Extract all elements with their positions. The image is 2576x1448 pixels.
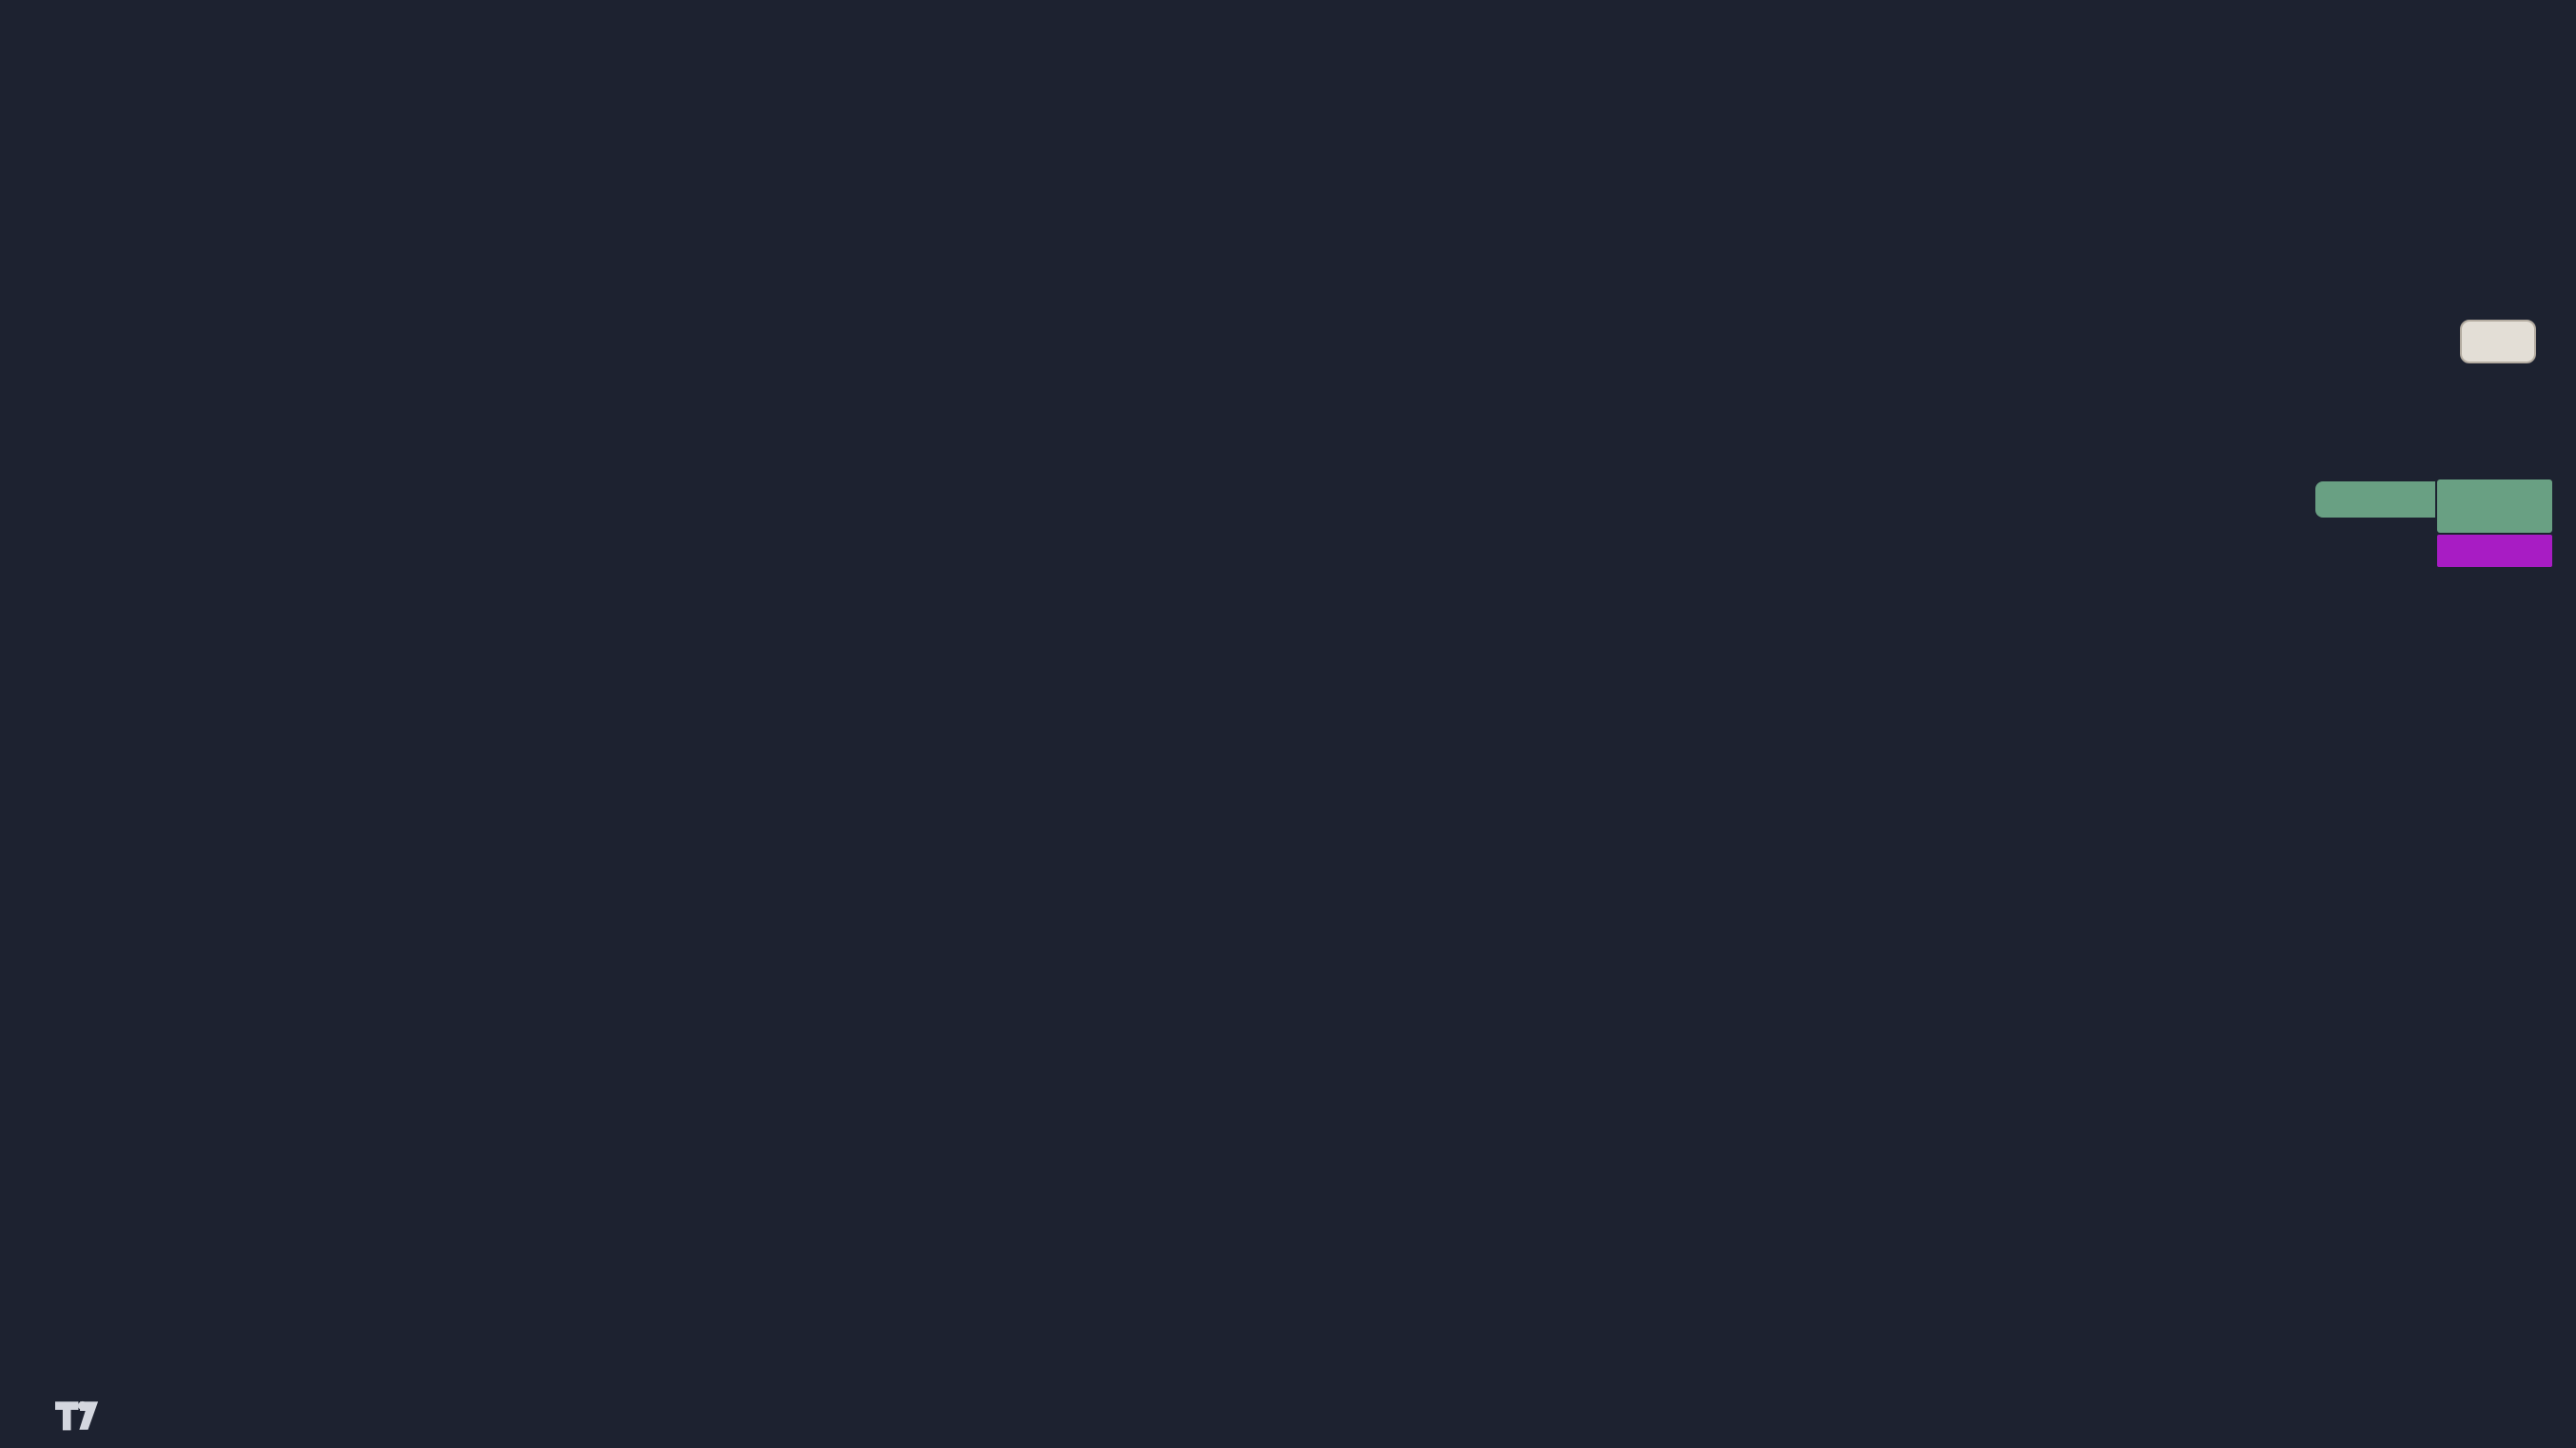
last-price-badge — [2437, 479, 2552, 533]
symbol-price-tag — [2315, 481, 2435, 518]
publish-info-bar — [0, 0, 2576, 54]
tradingview-logo-icon[interactable] — [55, 1398, 99, 1436]
footer-bar — [0, 1384, 2576, 1448]
main-legend — [36, 350, 112, 392]
usd-scale-button[interactable] — [2460, 320, 2536, 363]
level-line-badge — [2437, 535, 2552, 567]
